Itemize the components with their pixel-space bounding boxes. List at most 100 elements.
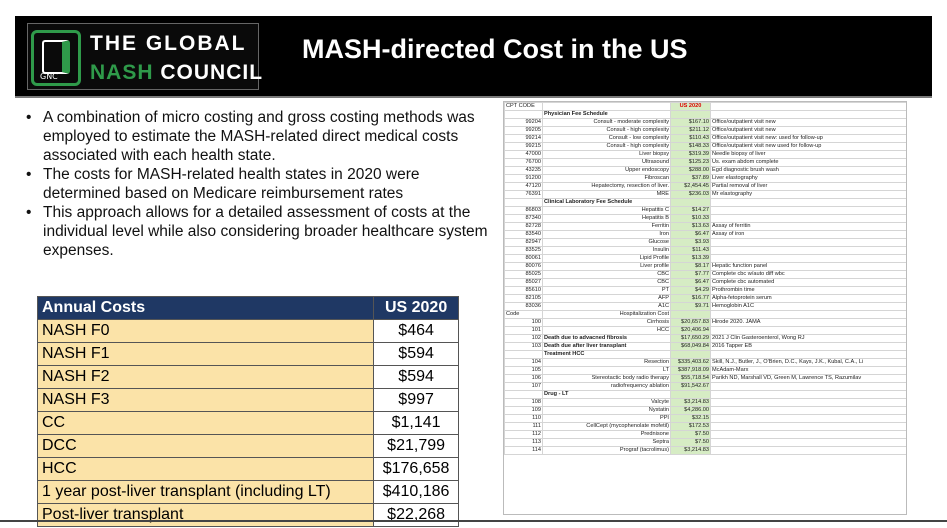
cost-cell: $21,799 xyxy=(373,434,459,458)
note-cell: Assay of iron xyxy=(710,230,906,239)
note-cell: McAdam-Marx xyxy=(710,366,906,375)
column-header: US 2020 xyxy=(373,296,459,320)
sheet-row: 82728 Ferritin $13.63 Assay of ferritin xyxy=(504,222,906,231)
cost-cell: $8.17 xyxy=(670,262,711,271)
code-cell: CPT CODE xyxy=(504,102,543,111)
cost-cell: $6.47 xyxy=(670,278,711,287)
code-cell: 108 xyxy=(504,398,543,407)
code-cell: 82947 xyxy=(504,238,543,247)
column-header: Annual Costs xyxy=(36,296,375,320)
code-cell: 87340 xyxy=(504,214,543,223)
cost-cell: $125.23 xyxy=(670,158,711,167)
cost-cell: $211.12 xyxy=(670,126,711,135)
description-cell: Consult - high complexity xyxy=(542,142,671,151)
cost-cell: $319.39 xyxy=(670,150,711,159)
note-cell xyxy=(710,254,906,263)
description-cell: Hepatitis C xyxy=(542,206,671,215)
table-row: NASH F1 $594 xyxy=(36,342,459,366)
cost-cell: $55,718.54 xyxy=(670,374,711,383)
description-cell: Iron xyxy=(542,230,671,239)
cost-cell xyxy=(670,350,711,359)
note-cell xyxy=(710,446,906,455)
note-cell xyxy=(710,110,906,119)
code-cell: 104 xyxy=(504,358,543,367)
cost-cell: $464 xyxy=(373,319,459,343)
description-cell: Fibroscan xyxy=(542,174,671,183)
sheet-row: 108 Valcyte $3,214.83 xyxy=(504,398,906,407)
note-cell xyxy=(710,102,906,111)
description-cell: Septra xyxy=(542,438,671,447)
sheet-row: Clinical Laboratory Fee Schedule xyxy=(504,198,906,207)
slide-header: GNC THE GLOBAL NASH COUNCIL MASH-directe… xyxy=(15,16,932,96)
cost-cell: $20,657.83 xyxy=(670,318,711,327)
sheet-row: 82947 Glucose $3.93 xyxy=(504,238,906,247)
cost-cell: $14.27 xyxy=(670,206,711,215)
code-cell: 85610 xyxy=(504,286,543,295)
sheet-row: 76391 MRE $236.03 Mr elastography xyxy=(504,190,906,199)
description-cell: Valcyte xyxy=(542,398,671,407)
sheet-row: 87340 Hepatitis B $10.33 xyxy=(504,214,906,223)
note-cell: Complete cbc automated xyxy=(710,278,906,287)
code-cell: 99215 xyxy=(504,142,543,151)
description-cell xyxy=(542,102,671,111)
sheet-row: 80076 Liver profile $8.17 Hepatic function … xyxy=(504,262,906,271)
cost-cell: $7.50 xyxy=(670,430,711,439)
health-state-cell: CC xyxy=(36,411,375,435)
note-cell: Assay of ferritin xyxy=(710,222,906,231)
sheet-row: 43235 Upper endoscopy $288.00 Egd diagnosti… xyxy=(504,166,906,175)
table-header-row: Annual Costs US 2020 xyxy=(36,296,459,320)
code-cell: 82105 xyxy=(504,294,543,303)
health-state-cell: HCC xyxy=(36,457,375,481)
code-cell: 112 xyxy=(504,430,543,439)
health-state-cell: NASH F3 xyxy=(36,388,375,412)
note-cell: Hemoglobin A1C xyxy=(710,302,906,311)
code-cell: 99214 xyxy=(504,134,543,143)
note-cell: Office/outpatient visit new used for fol… xyxy=(710,142,906,151)
table-row: NASH F0 $464 xyxy=(36,319,459,343)
note-cell: Us. exam abdom complete xyxy=(710,158,906,167)
description-cell: PT xyxy=(542,286,671,295)
sheet-row: 99214 Consult - low complexity $110.43 Offi… xyxy=(504,134,906,143)
description-cell: Cirrhosis xyxy=(542,318,671,327)
code-cell: 99205 xyxy=(504,126,543,135)
sheet-row: 105 LT $387,918.09 McAdam-Marx xyxy=(504,366,906,375)
description-cell: Hepatectomy, resection of liver. xyxy=(542,182,671,191)
code-cell xyxy=(504,390,543,399)
cost-cell xyxy=(670,198,711,207)
description-cell: Death due to advacned fibrosis xyxy=(542,334,671,343)
description-cell: radiofrequency ablation xyxy=(542,382,671,391)
footer-divider xyxy=(0,520,947,522)
note-cell: Hepatic function panel xyxy=(710,262,906,271)
cost-cell: $13.39 xyxy=(670,254,711,263)
table-row: DCC $21,799 xyxy=(36,434,459,458)
description-cell: Drug - LT xyxy=(542,390,671,399)
sheet-row: 91200 Fibroscan $37.89 Liver elastography xyxy=(504,174,906,183)
cost-cell: $176,658 xyxy=(373,457,459,481)
cost-cell: $1,141 xyxy=(373,411,459,435)
cost-cell: $11.43 xyxy=(670,246,711,255)
sheet-row: 85025 CBC $7.77 Complete cbc w/auto diff wb… xyxy=(504,270,906,279)
cost-cell: $7.50 xyxy=(670,438,711,447)
sheet-row: Treatment HCC xyxy=(504,350,906,359)
cost-cell: $236.03 xyxy=(670,190,711,199)
slide-title: MASH-directed Cost in the US xyxy=(302,34,688,64)
cost-cell: $410,186 xyxy=(373,480,459,504)
code-cell: 114 xyxy=(504,446,543,455)
cost-cell: $4.29 xyxy=(670,286,711,295)
note-cell xyxy=(710,350,906,359)
description-cell: Ferritin xyxy=(542,222,671,231)
sheet-row: 83540 Iron $6.47 Assay of iron xyxy=(504,230,906,239)
annual-costs-table: Annual Costs US 2020 NASH F0 $464 NASH F1 $… xyxy=(36,296,459,527)
note-cell xyxy=(710,310,906,319)
code-cell: 85027 xyxy=(504,278,543,287)
description-cell: CellCept (mycophenolate mofetil) xyxy=(542,422,671,431)
sheet-row: 100 Cirrhosis $20,657.83 Hirode 2020. JAMA xyxy=(504,318,906,327)
description-cell: Prednisone xyxy=(542,430,671,439)
description-cell: Consult - moderate complexity xyxy=(542,118,671,127)
description-cell: Lipid Profile xyxy=(542,254,671,263)
code-cell: 80061 xyxy=(504,254,543,263)
code-cell: 76700 xyxy=(504,158,543,167)
description-cell: Death due after liver transplant xyxy=(542,342,671,351)
sheet-row: 85027 CBC $6.47 Complete cbc automated xyxy=(504,278,906,287)
code-cell: 83036 xyxy=(504,302,543,311)
